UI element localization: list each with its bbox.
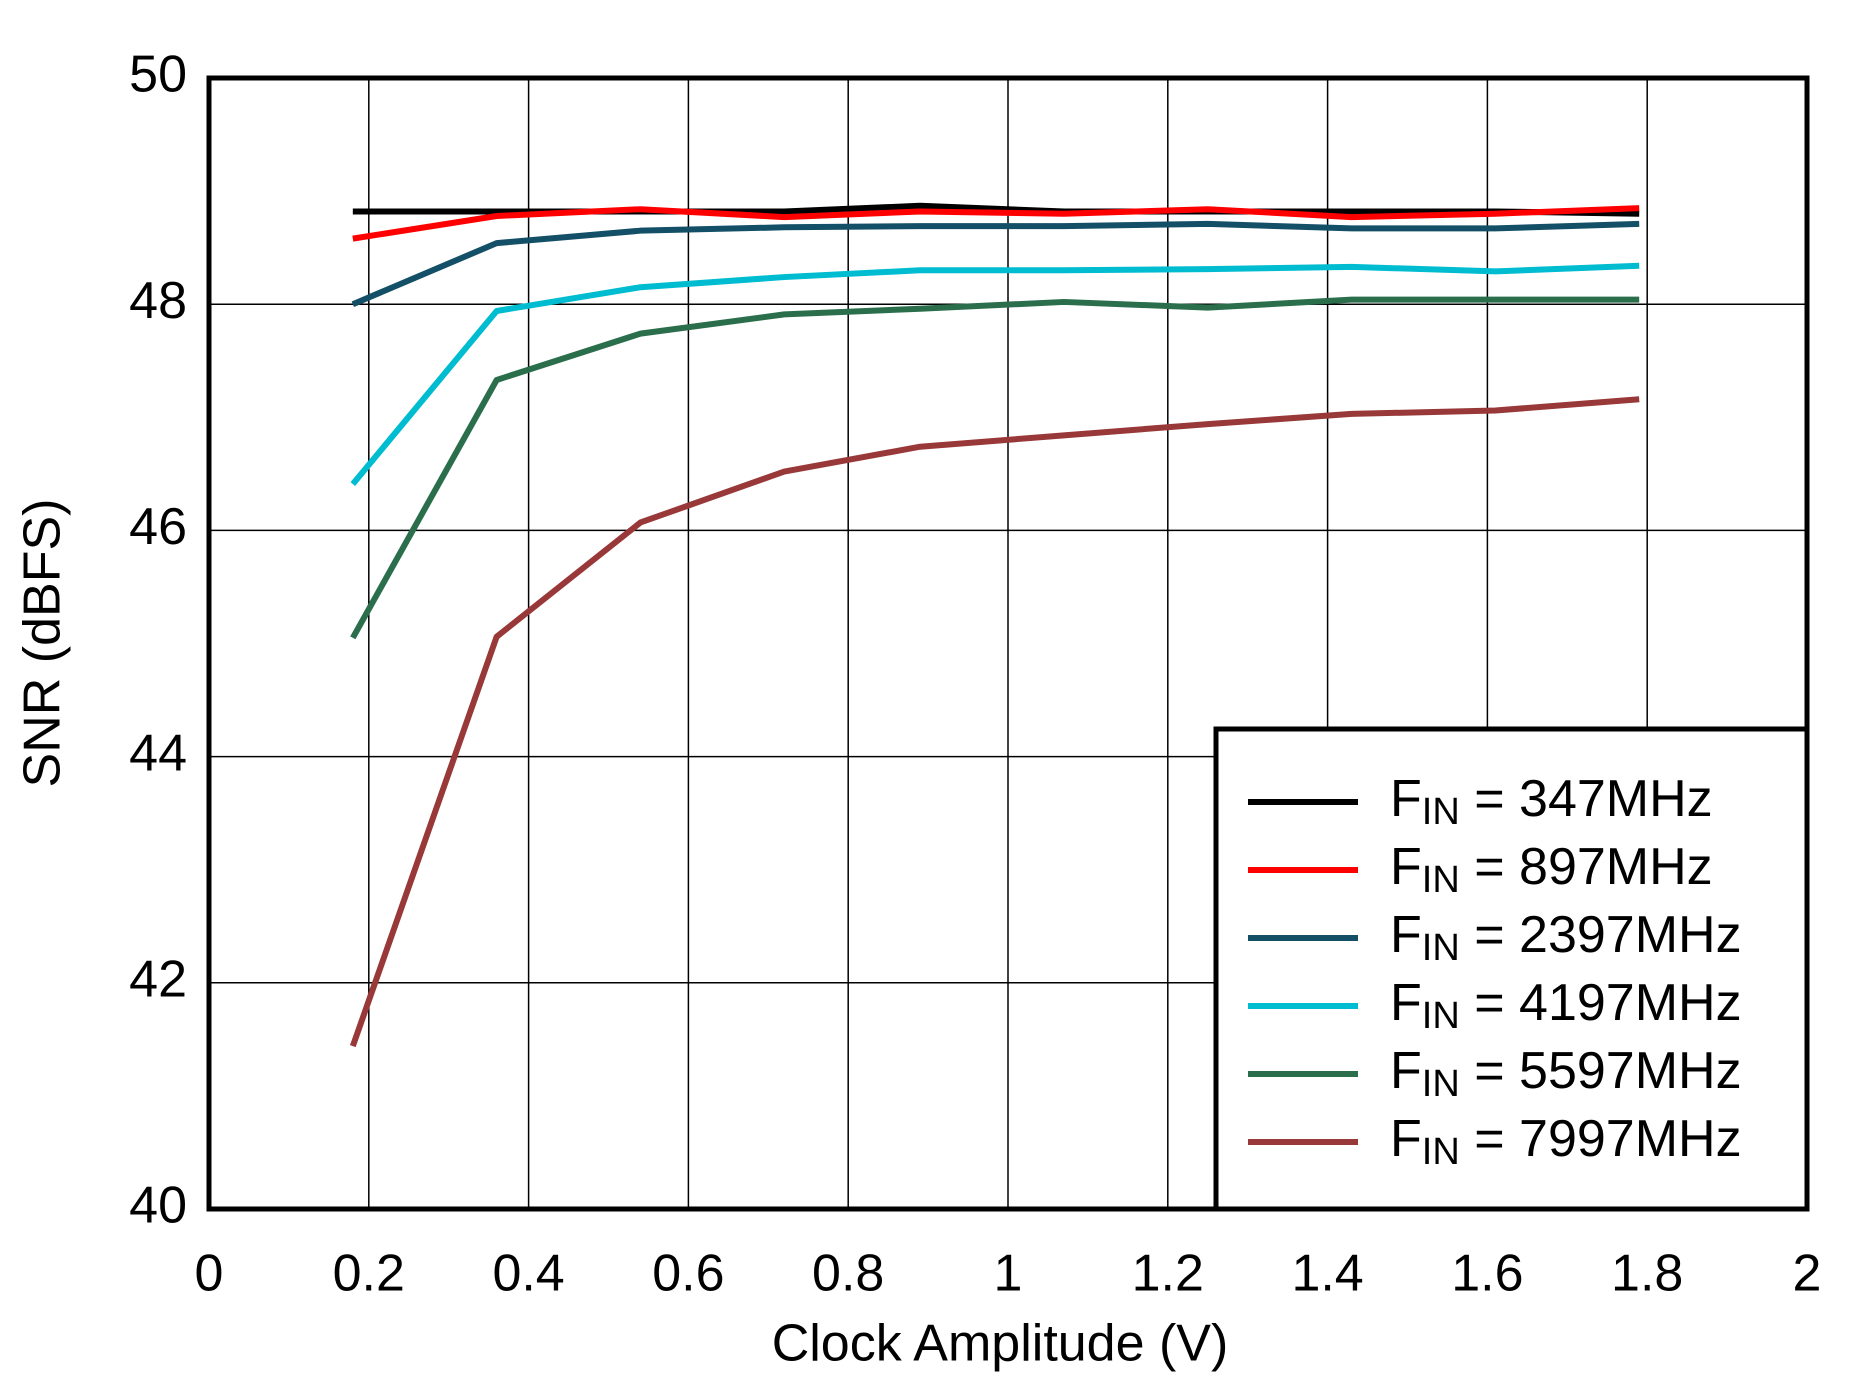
y-tick-label: 44 <box>129 724 187 782</box>
legend-label: FIN = 347MHz <box>1390 770 1713 833</box>
legend-label: FIN = 5597MHz <box>1390 1042 1742 1105</box>
plot-frame <box>206 75 1810 1212</box>
legend-label: FIN = 4197MHz <box>1390 974 1742 1037</box>
legend-label: FIN = 7997MHz <box>1390 1110 1742 1173</box>
y-tick-label: 40 <box>129 1177 187 1235</box>
y-tick-label: 42 <box>129 951 187 1009</box>
x-tick-label: 1.4 <box>1291 1245 1363 1303</box>
legend-label: FIN = 897MHz <box>1390 838 1713 901</box>
legend-box <box>1213 726 1810 1212</box>
legend-label: FIN = 2397MHz <box>1390 906 1742 969</box>
series-line <box>350 296 1640 640</box>
x-tick-label: 0.4 <box>492 1245 564 1303</box>
x-tick-label: 1.8 <box>1611 1245 1683 1303</box>
series-line <box>351 220 1640 307</box>
y-axis-title: SNR (dBFS) <box>14 499 72 788</box>
y-tick-label: 48 <box>129 272 187 330</box>
series-line <box>350 262 1640 486</box>
x-tick-label: 1 <box>994 1245 1023 1303</box>
x-tick-label: 1.2 <box>1132 1245 1204 1303</box>
x-tick-label: 0.6 <box>652 1245 724 1303</box>
y-tick-label: 46 <box>129 498 187 556</box>
x-tick-label: 2 <box>1793 1245 1822 1303</box>
x-tick-label: 0 <box>195 1245 224 1303</box>
series-line <box>349 396 1640 1048</box>
y-tick-label: 50 <box>129 46 187 104</box>
x-tick-label: 1.6 <box>1451 1245 1523 1303</box>
x-tick-label: 0.8 <box>812 1245 884 1303</box>
series-line <box>352 205 1640 242</box>
x-tick-label: 0.2 <box>333 1245 405 1303</box>
x-axis-title: Clock Amplitude (V) <box>772 1315 1229 1373</box>
